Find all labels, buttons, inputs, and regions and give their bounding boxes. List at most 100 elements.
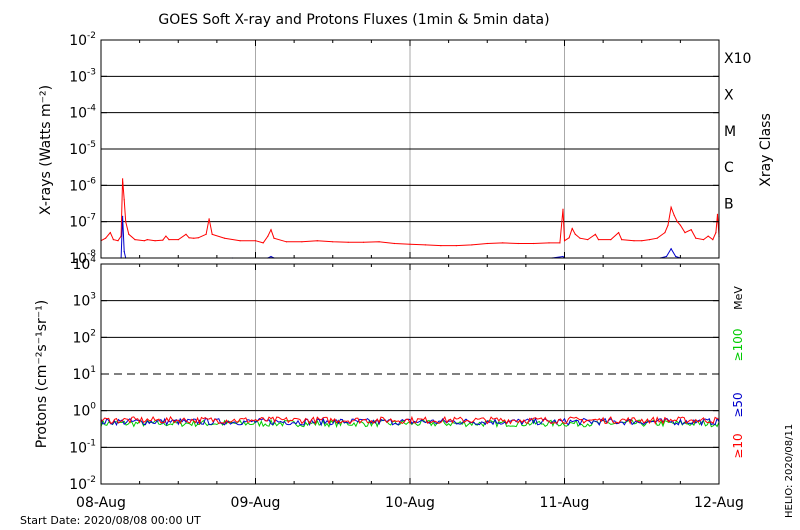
xray-data-point [679,224,682,226]
proton-panel: 10-2 10-1 100 101 102 103 104 Protons (cm⁻²s⁻¹… [34,255,745,493]
xray-class-labels: B C M X X10 [724,51,751,212]
xray-class-label: C [724,160,734,176]
xray-data-point [394,242,396,245]
xray-data-point [684,232,686,234]
xray-data-point [618,232,620,234]
proton-unit-label: MeV [732,286,745,310]
xray-data-point [128,233,130,235]
proton-gridlines [101,264,719,484]
proton-energy-labels: ≥100 ≥50 ≥10 [731,329,745,459]
xray-data-point [270,255,272,258]
xray-data-point [548,242,550,244]
xray-data-point [579,237,581,239]
proton-energy-label: ≥100 [731,329,745,362]
x-axis-ticks: 08-Aug 09-Aug 10-Aug 11-Aug 12-Aug [76,40,744,511]
xray-data-point [185,233,187,235]
xray-data-point [273,237,275,239]
xray-data-point [301,241,303,243]
xray-data-point [211,233,213,235]
x-tick-label: 11-Aug [540,495,590,511]
xray-data-point [455,245,457,247]
xray-data-point [665,255,668,258]
xray-data-point [716,213,719,215]
proton-y-tick-label: 103 [72,292,96,310]
xray-data-point [562,208,564,210]
proton-series-line [100,415,720,426]
xray-data-point [193,237,195,239]
xray-data-point [559,242,561,244]
xray-data-point [347,241,349,243]
xray-data-point [667,224,669,226]
xray-gridlines [101,40,719,258]
xray-y-tick-label: 10-3 [69,67,96,85]
xray-data-point [205,233,207,235]
xray-data-point [267,235,269,237]
xray-data-point [125,221,127,223]
xray-data-point [563,240,566,242]
xray-data-point [670,248,672,250]
proton-y-tick-label: 10-2 [69,475,96,493]
xray-data-point [648,239,651,241]
xray-data-point [254,240,257,242]
xray-data-point [117,240,119,242]
xray-y-tick-label: 10-6 [69,176,96,194]
xray-class-label: X [724,88,734,104]
xray-data-point [633,240,635,242]
helio-date-label: HELIO: 2020/08/11 [784,424,795,518]
xray-data-point [712,239,714,241]
xray-data-point [143,240,145,242]
xray-data-point [664,232,666,234]
xray-data-point [568,237,570,239]
xray-data-point [673,214,675,216]
xray-data-point [146,239,148,241]
xray-data-point [670,206,672,208]
xray-data-point [134,239,136,241]
xray-data-point [285,241,287,243]
xray-series-line-0 [100,178,720,247]
xray-data-point [440,245,442,247]
xray-data-point [656,237,658,239]
xray-data-point [363,241,365,243]
xray-y-tick-label: 10-7 [69,213,96,231]
chart-title: GOES Soft X-ray and Protons Fluxes (1min… [158,12,549,28]
xray-data-point [122,178,124,180]
xray-data-point [587,239,589,241]
xray-data-point [571,227,573,230]
x-tick-label: 10-Aug [385,495,435,511]
xray-data-point [188,237,190,239]
xray-y-tick-label: 10-2 [69,31,96,49]
xray-class-axis-label: Xray Class [758,113,774,187]
xray-data-point [641,240,643,242]
xray-data-point [574,233,576,235]
xray-data-point [162,239,164,241]
xray-data-point [502,242,504,244]
xray-data-point [177,239,179,241]
xray-data-point [517,242,519,245]
xray-data-point [270,229,272,231]
xray-data-point [378,241,380,243]
xray-y-ticks: 10-8 10-7 10-6 10-5 10-4 10-3 10-2 [69,31,719,267]
proton-series [100,415,720,429]
xray-y-tick-label: 10-4 [69,104,96,122]
xray-data-point [123,199,125,201]
xray-panel: 10-8 10-7 10-6 10-5 10-4 10-3 10-2 B C M X X10 X-r… [38,31,774,267]
xray-data-point [224,237,226,239]
proton-y-tick-label: 102 [72,328,96,346]
xray-data-point [112,239,114,241]
xray-data-point [533,242,535,245]
xray-class-label: X10 [724,51,751,67]
xray-data-point [316,240,318,242]
xray-data-point [702,239,705,241]
xray-data-point [262,242,264,244]
xray-data-point [486,242,488,245]
xray-data-point [594,233,597,235]
xray-class-label: B [724,197,734,213]
x-tick-label: 09-Aug [231,495,281,511]
xray-data-point [409,243,411,245]
xray-data-point [621,239,623,241]
proton-y-tick-label: 100 [72,402,96,420]
xray-series-line-1 [120,216,681,259]
xray-data-point [197,237,199,239]
xray-data-point [675,255,677,258]
